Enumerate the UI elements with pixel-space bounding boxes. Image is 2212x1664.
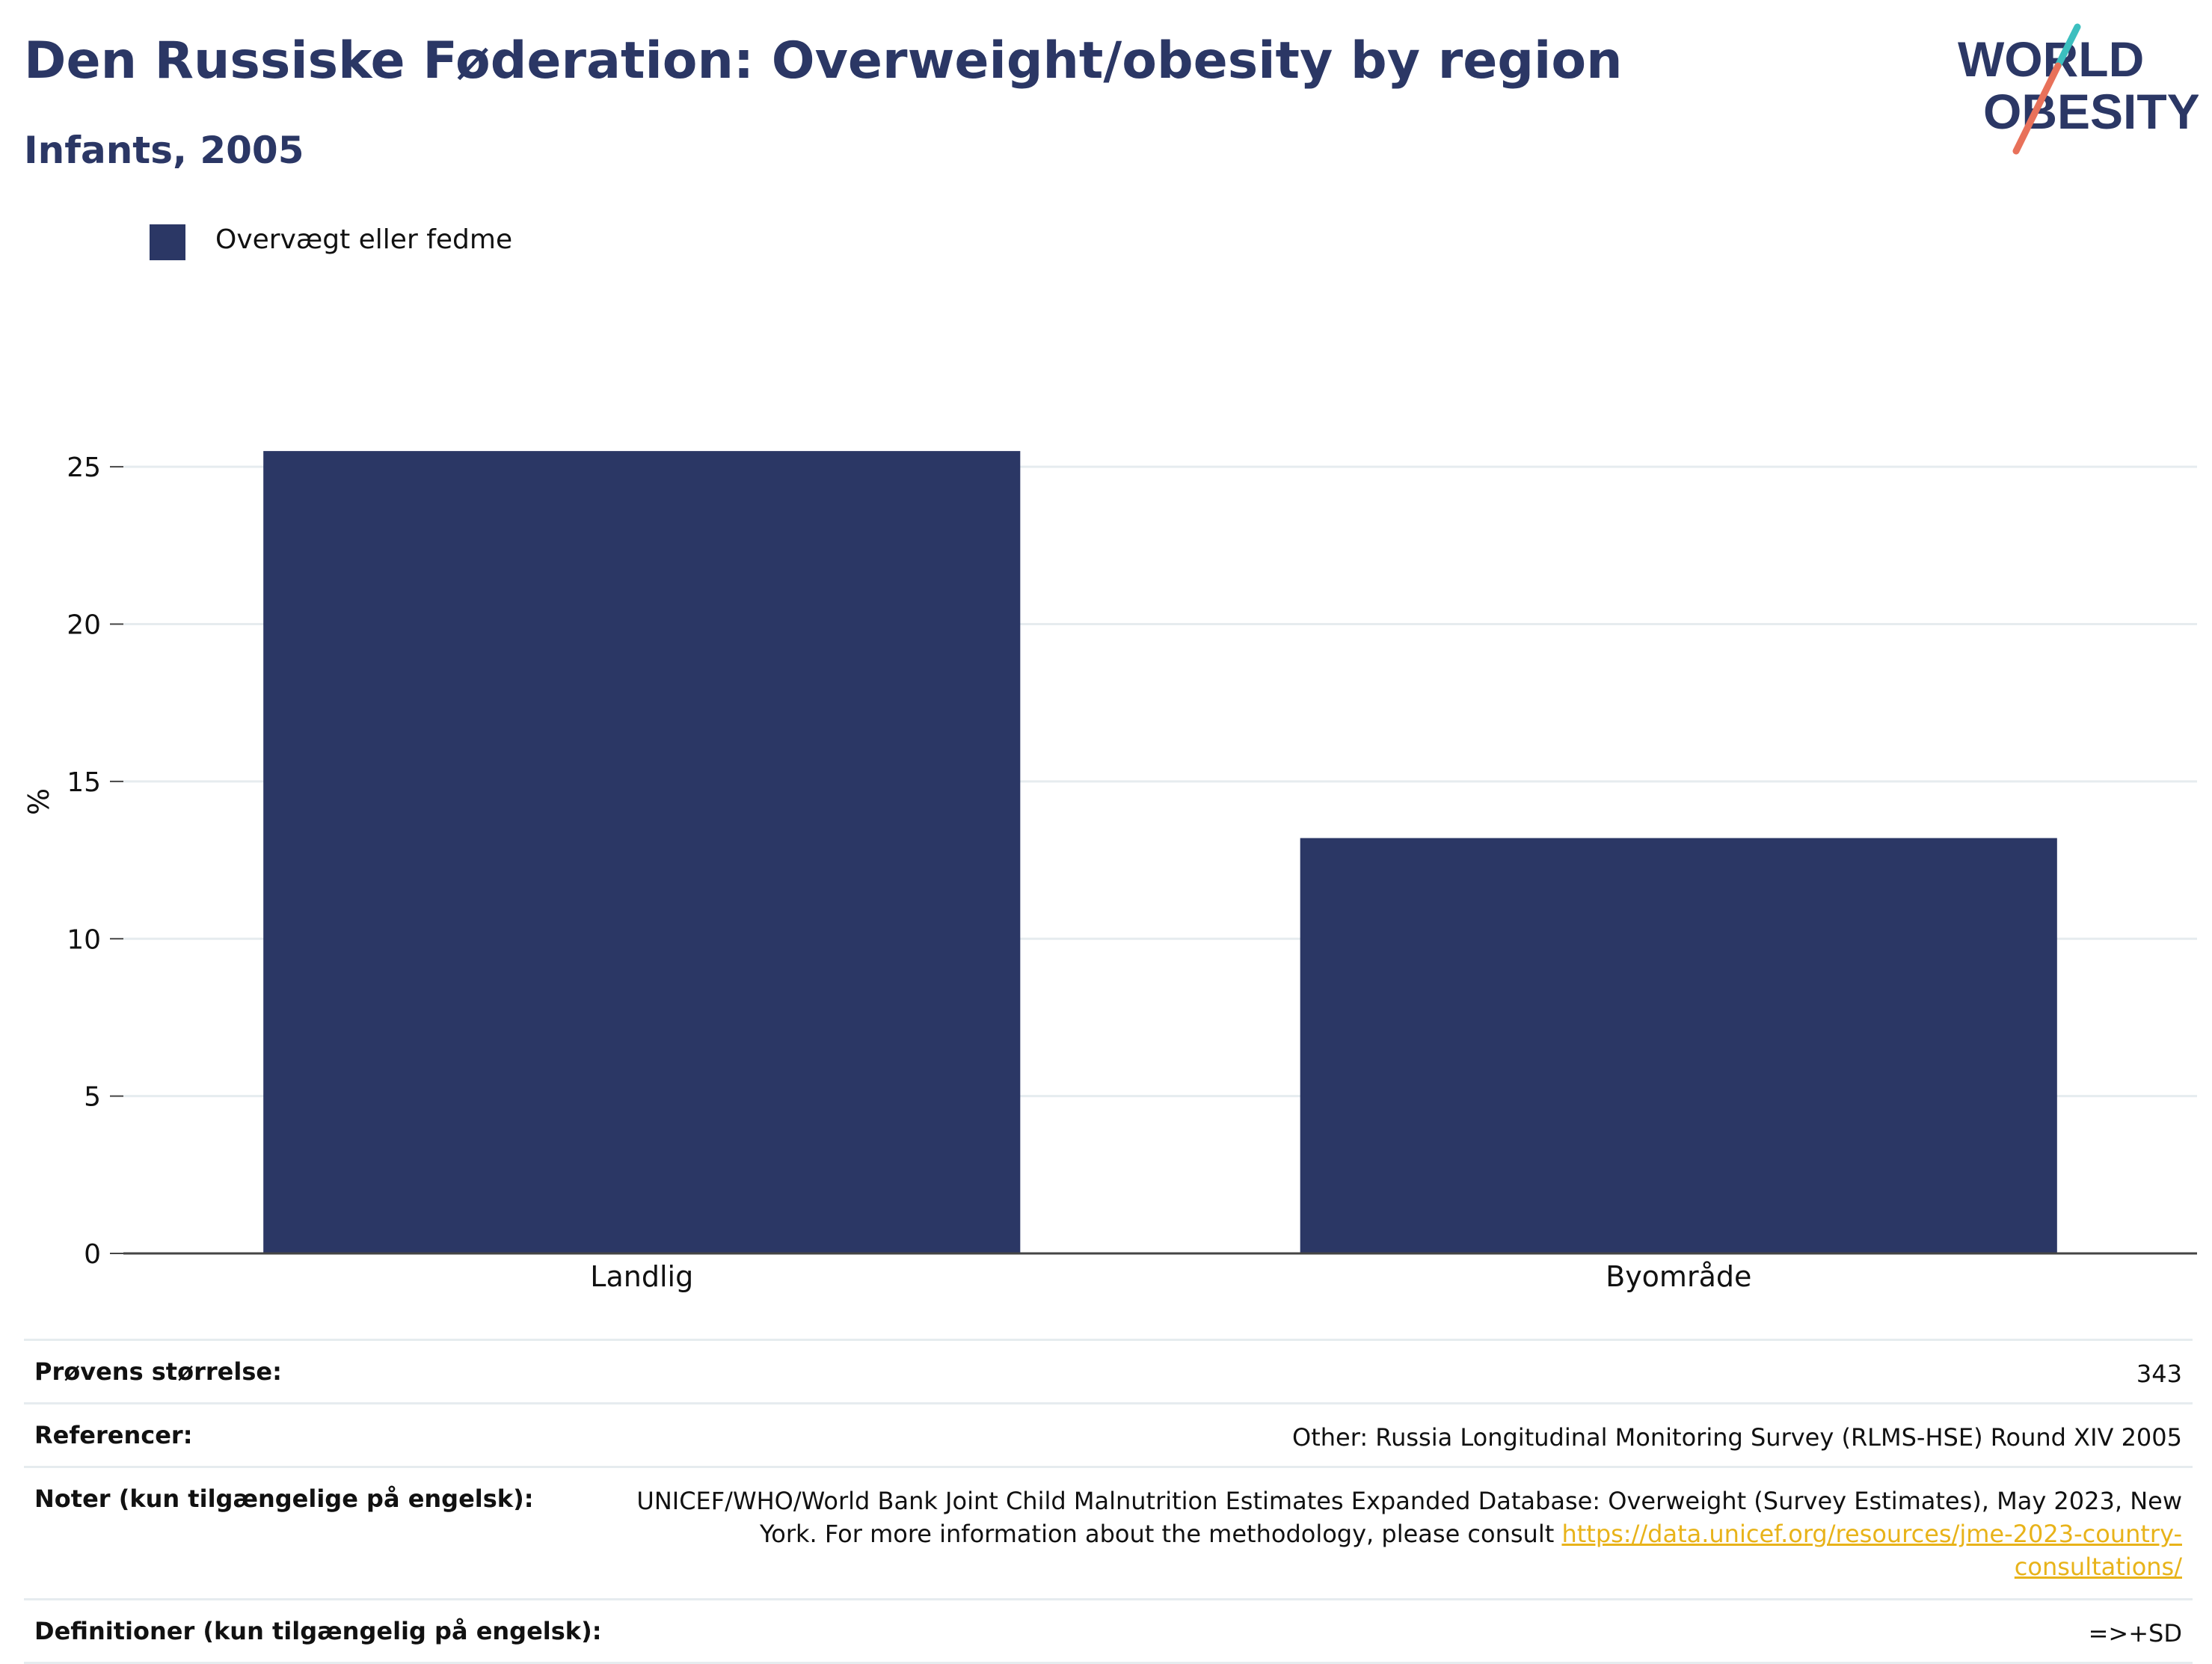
row-key: Definitioner (kun tilgængelig på engelsk…: [34, 1617, 602, 1645]
y-tick-label: 25: [67, 452, 101, 483]
row-key: Prøvens størrelse:: [34, 1357, 282, 1386]
table-row-references: Referencer: Other: Russia Longitudinal M…: [24, 1402, 2193, 1466]
legend-label: Overvægt eller fedme: [215, 224, 513, 255]
logo-slash-coral: [2012, 62, 2062, 155]
row-value: =>+SD: [2088, 1619, 2182, 1648]
logo-word-obesity: OBESITY: [1983, 84, 2199, 139]
y-tick-label: 20: [67, 610, 101, 641]
logo-slash-teal: [2054, 23, 2081, 70]
table-row-notes: Noter (kun tilgængelige på engelsk): UNI…: [24, 1466, 2193, 1598]
chart-subtitle: Infants, 2005: [24, 129, 304, 172]
methodology-link[interactable]: https://data.unicef.org/resources/jme-20…: [1561, 1520, 2182, 1581]
x-tick-label: Byområde: [1606, 1260, 1751, 1293]
y-tick-label: 15: [67, 767, 101, 798]
world-obesity-logo: WORLD OBESITY: [1958, 23, 2199, 155]
legend-swatch: [150, 224, 185, 260]
row-value: Other: Russia Longitudinal Monitoring Su…: [1292, 1423, 2182, 1452]
y-axis-title: %: [22, 788, 55, 815]
y-tick-label: 5: [84, 1082, 101, 1113]
row-value: 343: [2136, 1360, 2182, 1388]
row-key: Referencer:: [34, 1421, 193, 1449]
info-table: Prøvens størrelse: 343 Referencer: Other…: [24, 1339, 2193, 1664]
y-tick-label: 0: [84, 1239, 101, 1270]
bar-chart: 0 5 10 15 20 25 Landlig Byområde: [67, 451, 2197, 1293]
bar-byområde: [1300, 838, 2057, 1253]
row-value: UNICEF/WHO/World Bank Joint Child Malnut…: [627, 1485, 2182, 1583]
row-key: Noter (kun tilgængelige på engelsk):: [34, 1485, 534, 1513]
table-row-definitions: Definitioner (kun tilgængelig på engelsk…: [24, 1598, 2193, 1664]
notes-text: UNICEF/WHO/World Bank Joint Child Malnut…: [636, 1487, 2182, 1548]
y-tick-label: 10: [67, 924, 101, 955]
table-row-sample-size: Prøvens størrelse: 343: [24, 1339, 2193, 1402]
chart-title: Den Russiske Føderation: Overweight/obes…: [24, 31, 1623, 90]
bar-landlig: [263, 451, 1021, 1253]
x-tick-label: Landlig: [590, 1260, 693, 1293]
